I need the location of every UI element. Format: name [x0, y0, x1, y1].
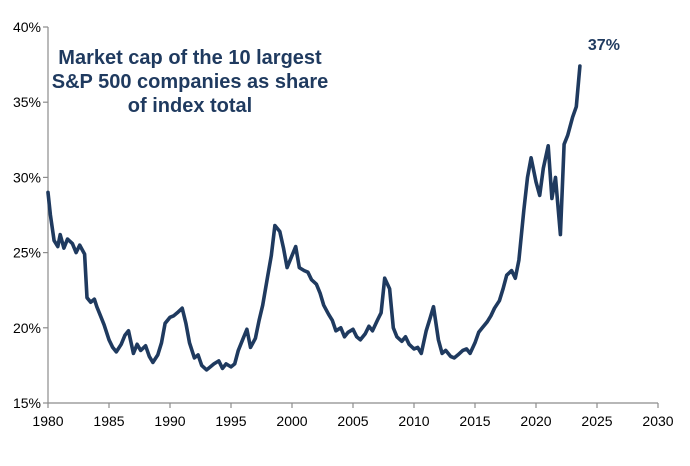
x-tick-label: 1985	[93, 413, 124, 429]
chart-title-line-1: Market cap of the 10 largest	[58, 47, 322, 69]
series-line	[46, 64, 582, 372]
x-tick-label: 1990	[154, 413, 185, 429]
y-tick-label: 40%	[13, 19, 41, 35]
chart-title: Market cap of the 10 largest S&P 500 com…	[52, 47, 328, 117]
x-tick-label: 2005	[337, 413, 368, 429]
last-value-annotation: 37%	[588, 37, 620, 54]
x-tick-label: 1980	[32, 413, 63, 429]
x-tick-label: 2000	[276, 413, 307, 429]
x-tick-label: 2030	[642, 413, 673, 429]
y-tick-label: 20%	[13, 320, 41, 336]
y-tick-label: 30%	[13, 169, 41, 185]
y-tick-label: 25%	[13, 245, 41, 261]
series-line-layer	[46, 64, 582, 372]
x-tick-label: 2025	[581, 413, 612, 429]
chart-title-line-3: of index total	[128, 95, 252, 117]
chart-title-line-2: S&P 500 companies as share	[52, 71, 328, 93]
x-tick-label: 2015	[459, 413, 490, 429]
y-tick-label: 35%	[13, 94, 41, 110]
y-tick-label: 15%	[13, 395, 41, 411]
axes: 15% 20% 25% 30% 35% 40% 1980 1985 1990 1995 2000 20…	[13, 19, 674, 429]
x-tick-label: 2010	[398, 413, 429, 429]
x-tick-label: 2020	[520, 413, 551, 429]
x-tick-label: 1995	[215, 413, 246, 429]
